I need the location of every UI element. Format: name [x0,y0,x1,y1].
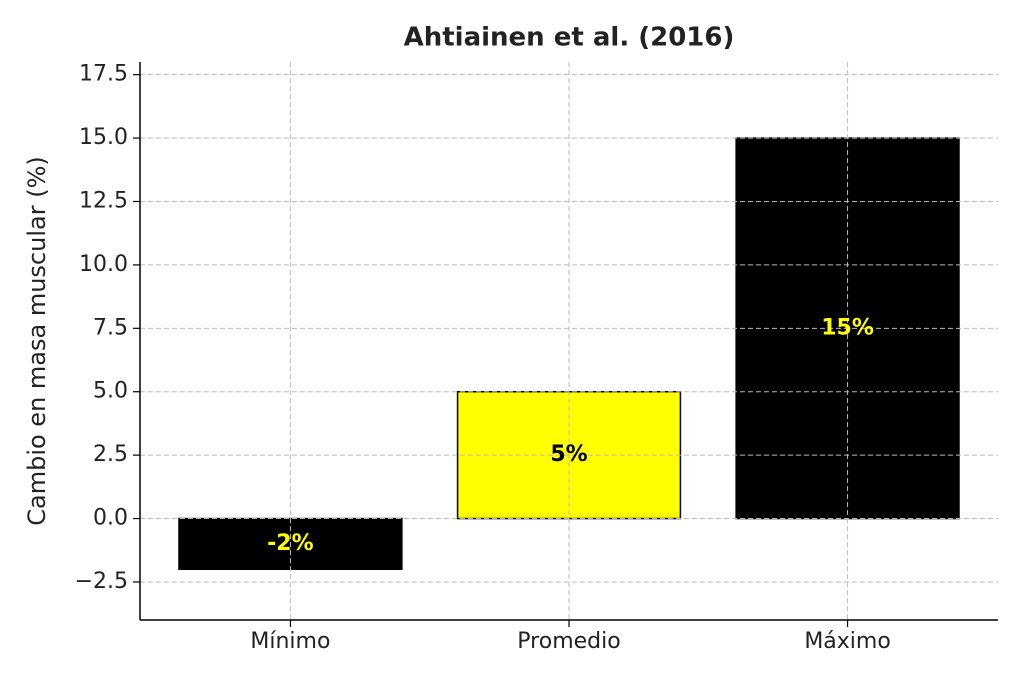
y-tick-label: 7.5 [93,315,128,340]
y-tick-label: 5.0 [93,379,128,404]
y-tick-label: 15.0 [79,125,128,150]
x-tick-label: Mínimo [250,629,330,654]
y-tick-label: 10.0 [79,252,128,277]
y-tick-label: 12.5 [79,189,128,214]
y-tick-label: 17.5 [79,62,128,87]
x-tick-label: Promedio [517,629,620,654]
chart-title: Ahtiainen et al. (2016) [404,23,735,53]
data-label: 15% [821,315,874,340]
x-tick-label: Máximo [804,629,891,654]
data-label: 5% [550,442,587,467]
data-label: -2% [267,531,313,556]
y-axis-label: Cambio en masa muscular (%) [23,156,51,526]
y-tick-label: −2.5 [75,569,128,594]
y-tick-label: 2.5 [93,442,128,467]
y-tick-label: 0.0 [93,506,128,531]
